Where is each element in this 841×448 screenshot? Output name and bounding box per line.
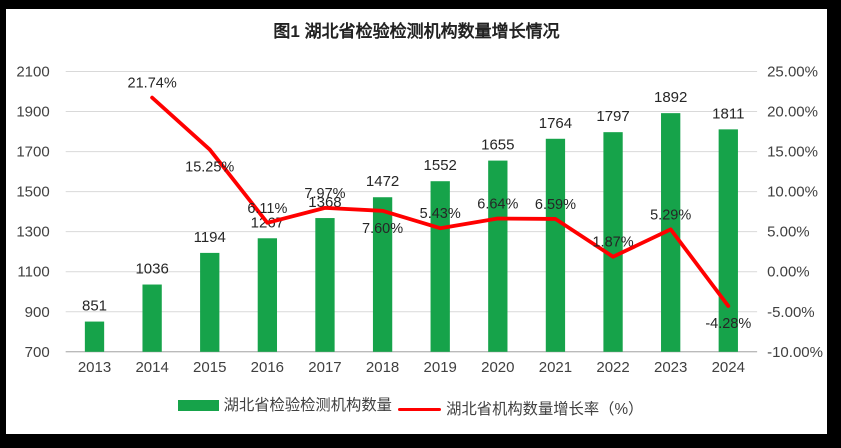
svg-text:2020: 2020 [481,359,514,376]
svg-text:2018: 2018 [366,359,399,376]
svg-text:-4.28%: -4.28% [705,316,751,332]
svg-text:900: 900 [25,304,50,321]
svg-text:2015: 2015 [193,359,226,376]
svg-text:1811: 1811 [712,105,744,122]
svg-text:2100: 2100 [16,64,49,81]
svg-text:1500: 1500 [16,184,49,201]
svg-text:10.00%: 10.00% [767,184,818,201]
svg-text:6.11%: 6.11% [247,201,287,217]
svg-text:2023: 2023 [654,359,687,376]
svg-text:7.97%: 7.97% [304,186,345,202]
svg-text:1194: 1194 [194,229,226,246]
svg-text:2019: 2019 [424,359,457,376]
svg-text:15.00%: 15.00% [767,144,818,161]
svg-text:1764: 1764 [539,115,572,132]
svg-text:2024: 2024 [712,359,745,376]
svg-text:21.74%: 21.74% [128,76,177,92]
svg-text:1472: 1472 [366,173,399,190]
svg-text:2021: 2021 [539,359,572,376]
svg-text:15.25%: 15.25% [185,160,234,176]
svg-text:5.29%: 5.29% [650,207,691,223]
svg-text:1892: 1892 [654,89,687,106]
svg-text:1900: 1900 [16,104,49,121]
svg-text:1.87%: 1.87% [592,235,633,251]
svg-text:-10.00%: -10.00% [767,344,823,361]
svg-text:2013: 2013 [78,359,111,376]
svg-text:1552: 1552 [424,157,457,174]
svg-text:6.64%: 6.64% [477,197,518,213]
svg-text:6.59%: 6.59% [535,197,576,213]
svg-text:2014: 2014 [135,359,168,376]
svg-text:2016: 2016 [251,359,284,376]
svg-text:5.43%: 5.43% [420,206,461,222]
svg-text:1100: 1100 [17,264,49,281]
svg-text:1700: 1700 [16,144,49,161]
svg-text:7.60%: 7.60% [362,221,403,237]
svg-text:25.00%: 25.00% [767,64,818,81]
svg-text:5.00%: 5.00% [767,224,810,241]
svg-text:1036: 1036 [135,261,168,278]
svg-text:851: 851 [82,298,107,315]
svg-text:1797: 1797 [596,108,629,125]
svg-text:1300: 1300 [16,224,49,241]
svg-text:2022: 2022 [596,359,629,376]
svg-text:2017: 2017 [308,359,341,376]
svg-text:0.00%: 0.00% [767,264,810,281]
svg-text:700: 700 [25,344,50,361]
svg-text:1655: 1655 [481,137,514,154]
svg-text:-5.00%: -5.00% [767,304,815,321]
svg-text:20.00%: 20.00% [767,104,818,121]
